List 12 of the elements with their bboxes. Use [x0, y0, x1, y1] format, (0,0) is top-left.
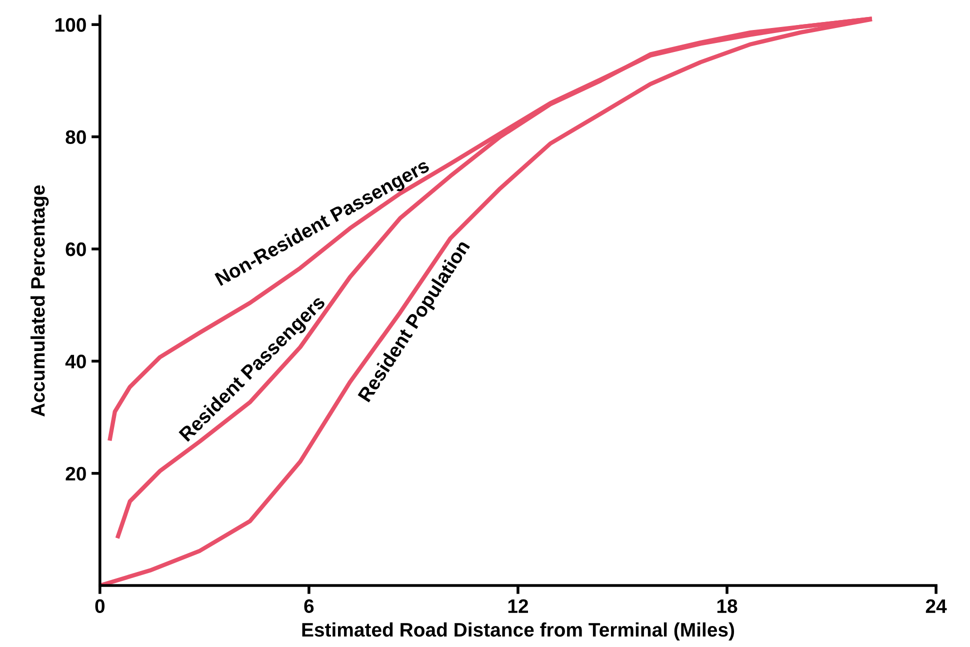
x-tick-label: 18 [717, 599, 738, 614]
y-tick-label: 80 [66, 130, 86, 144]
y-axis-title: Accumulated Percentage [30, 185, 49, 417]
x-tick-label: 12 [508, 599, 528, 613]
x-tick-label: 0 [95, 599, 105, 614]
x-tick-label: 24 [926, 599, 947, 613]
y-tick-label: 40 [65, 354, 86, 368]
x-axis-title: Estimated Road Distance from Terminal (Miles) [302, 622, 734, 641]
y-tick-label: 60 [66, 242, 86, 256]
y-tick-label: 20 [66, 466, 86, 481]
x-tick-label: 6 [304, 599, 314, 614]
y-tick-label: 100 [56, 18, 86, 32]
